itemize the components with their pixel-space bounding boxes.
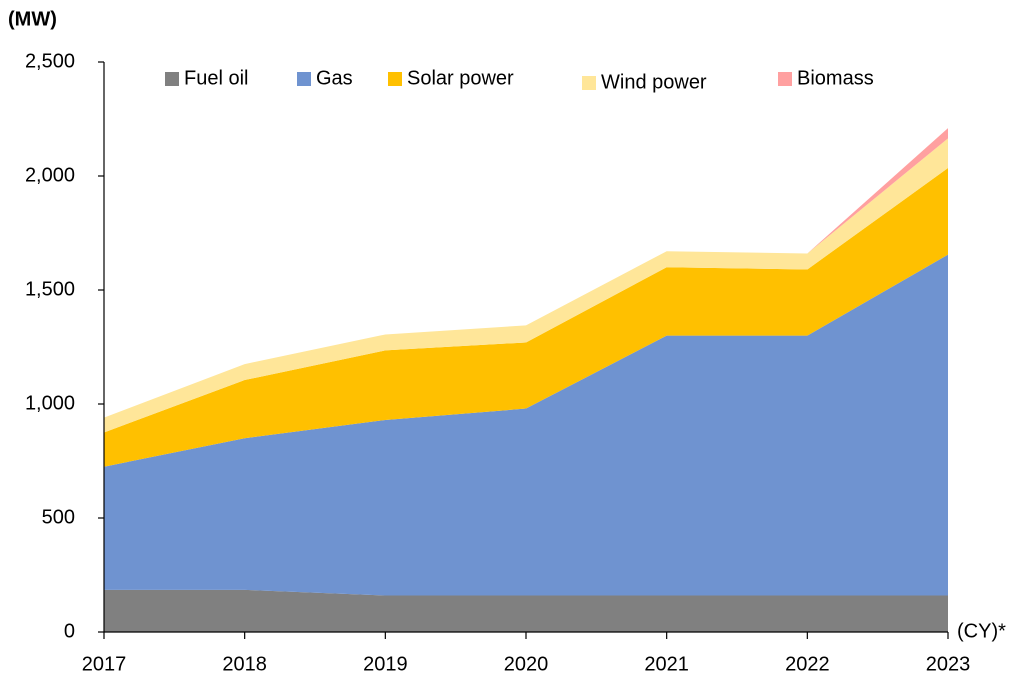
legend-swatch xyxy=(388,72,402,86)
y-tick-label: 1,000 xyxy=(25,392,75,414)
legend-label: Solar power xyxy=(407,67,514,89)
y-tick-label: 0 xyxy=(64,620,75,642)
x-tick-label: 2022 xyxy=(785,653,830,675)
legend-label: Wind power xyxy=(601,71,707,93)
y-tick-label: 500 xyxy=(42,506,75,528)
x-tick-label: 2020 xyxy=(504,653,549,675)
y-axis-label: (MW) xyxy=(8,8,57,30)
area xyxy=(104,589,948,632)
area xyxy=(104,254,948,596)
x-axis-label: (CY)* xyxy=(957,620,1006,642)
legend-label: Fuel oil xyxy=(184,67,248,89)
x-tick-label: 2021 xyxy=(644,653,689,675)
legend-swatch xyxy=(582,76,596,90)
legend-swatch xyxy=(165,72,179,86)
y-tick-label: 1,500 xyxy=(25,278,75,300)
legend-label: Biomass xyxy=(797,67,874,89)
x-tick-label: 2023 xyxy=(926,653,971,675)
legend-swatch xyxy=(297,72,311,86)
x-tick-label: 2018 xyxy=(222,653,267,675)
legend-label: Gas xyxy=(316,67,353,89)
legend-swatch xyxy=(778,72,792,86)
area xyxy=(104,138,948,433)
y-tick-label: 2,500 xyxy=(25,50,75,72)
y-tick-label: 2,000 xyxy=(25,164,75,186)
x-tick-label: 2017 xyxy=(82,653,127,675)
area xyxy=(104,168,948,467)
x-tick-label: 2019 xyxy=(363,653,408,675)
